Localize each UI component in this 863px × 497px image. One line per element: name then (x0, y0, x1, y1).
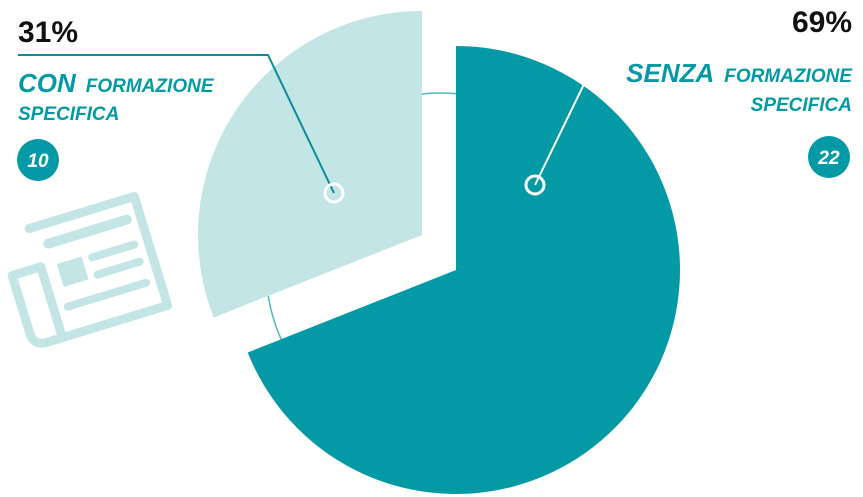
percent-label-senza: 69% (792, 6, 852, 39)
category-label-con: CON FORMAZIONE (18, 68, 215, 98)
category-label-senza-line2: SPECIFICA (751, 95, 852, 116)
leader-marker-senza (524, 174, 546, 196)
count-badge-con (17, 139, 59, 181)
pie-slice-senza-formazione (247, 46, 680, 494)
newspaper-icon (7, 191, 173, 348)
pie-slice-con-formazione (197, 11, 422, 318)
category-label-senza: SENZA FORMAZIONE (626, 58, 853, 88)
count-value-senza: 22 (817, 148, 840, 169)
count-badge-senza (808, 136, 850, 178)
leader-line-senza (534, 44, 852, 186)
category-label-con-line2: SPECIFICA (18, 104, 119, 125)
count-value-con: 10 (27, 151, 49, 172)
percent-label-con: 31% (18, 16, 78, 49)
leader-line-con (18, 54, 335, 194)
leader-marker-con (323, 182, 345, 204)
